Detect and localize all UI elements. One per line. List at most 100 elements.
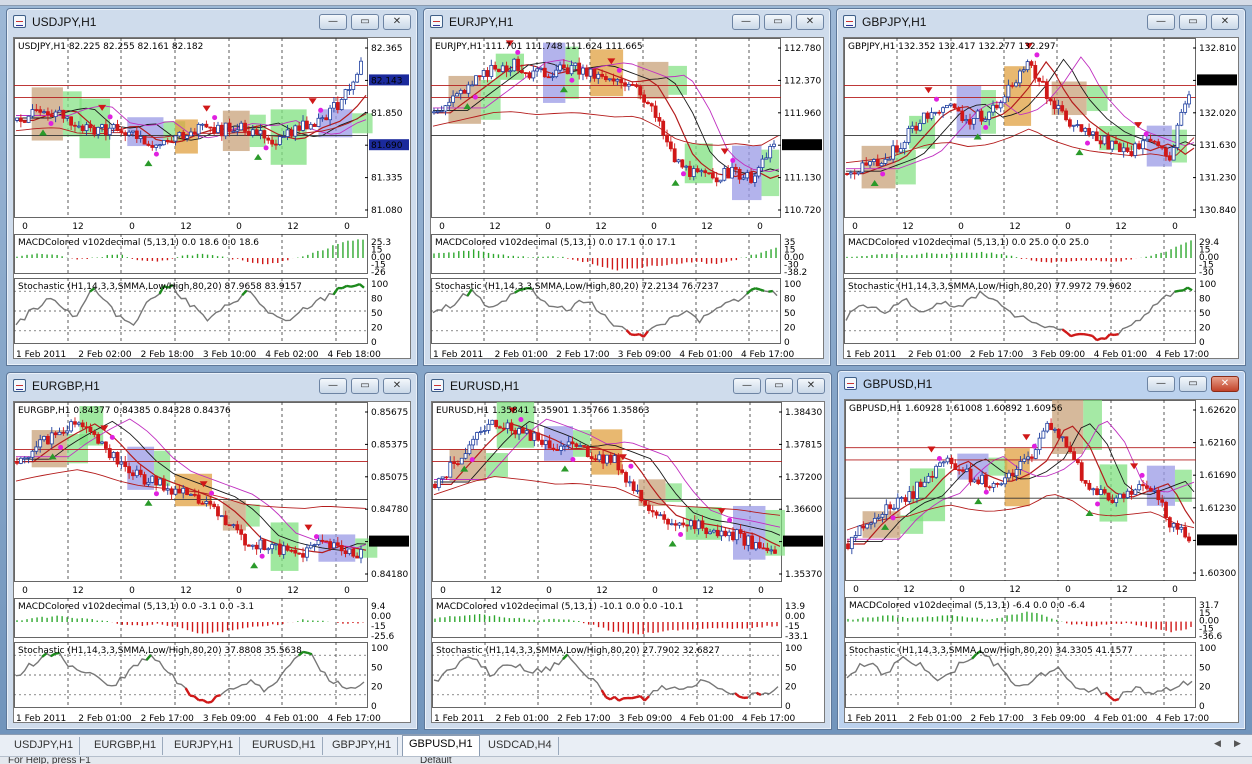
chart-canvas[interactable]: EURJPY,H1 111.701 111.748 111.624 111.66…	[431, 38, 825, 360]
candle-body	[458, 90, 463, 95]
candle-body	[1179, 526, 1184, 530]
candle-body	[1187, 94, 1191, 105]
stochastic-indicator-label: Stochastic (H1,14,3,3,SMMA,Low/High,80,2…	[436, 646, 720, 656]
tab-scroll-right-icon[interactable]: ▶	[1234, 739, 1241, 749]
chart-tab-gbpjpy-h1[interactable]: GBPJPY,H1	[326, 737, 399, 755]
candle-body	[123, 461, 128, 467]
candle-body	[520, 428, 525, 434]
candle-body	[285, 545, 290, 551]
candle-body	[871, 159, 876, 163]
candle-body	[505, 422, 510, 429]
close-button[interactable]: ✕	[383, 14, 411, 30]
chart-window-titlebar[interactable]: USDJPY,H1 — ▭ ✕	[7, 9, 417, 35]
candle-body	[154, 475, 159, 486]
close-button[interactable]: ✕	[383, 378, 411, 394]
stochastic-extreme-segment	[613, 695, 620, 702]
moving-average-line	[434, 423, 781, 547]
price-chart-area[interactable]: USDJPY,H1 82.225 82.255 82.161 82.182 82.…	[13, 37, 412, 360]
minimize-button[interactable]: —	[732, 14, 760, 30]
minimize-button[interactable]: —	[733, 378, 761, 394]
chart-tab-eurusd-h1[interactable]: EURUSD,H1	[246, 737, 323, 755]
minimize-button[interactable]: —	[319, 14, 347, 30]
chart-canvas[interactable]: EURUSD,H1 1.35841 1.35901 1.35766 1.3586…	[432, 402, 826, 724]
minimize-button[interactable]: —	[1147, 376, 1175, 392]
stochastic-extreme-segment	[1070, 333, 1076, 338]
chart-canvas[interactable]: EURGBP,H1 0.84377 0.84385 0.84328 0.8437…	[14, 402, 412, 724]
price-chart-area[interactable]: GBPUSD,H1 1.60928 1.61008 1.60892 1.6095…	[844, 399, 1240, 724]
stochastic-extreme-segment	[210, 695, 218, 703]
chart-window-usdjpy[interactable]: USDJPY,H1 — ▭ ✕ USDJPY,H1 82.225 82.255 82.1…	[6, 8, 418, 366]
candle-body	[30, 109, 35, 117]
candle-body	[216, 124, 220, 133]
sell-arrow-icon	[618, 454, 627, 461]
chart-tab-eurgbp-h1[interactable]: EURGBP,H1	[88, 737, 164, 755]
candle-body	[902, 142, 907, 149]
minimize-button[interactable]: —	[319, 378, 347, 394]
buy-arrow-icon	[463, 103, 472, 110]
maximize-button[interactable]: ▭	[1179, 376, 1207, 392]
candle-body	[914, 125, 919, 131]
candle-body	[1037, 77, 1042, 82]
signal-dot	[1034, 52, 1040, 58]
candle-body	[980, 474, 985, 484]
maximize-button[interactable]: ▭	[351, 14, 379, 30]
candle-body	[254, 544, 259, 550]
candle-body	[945, 457, 950, 463]
candle-body	[134, 130, 139, 139]
candle-body	[73, 124, 77, 127]
candle-body	[1064, 436, 1069, 448]
candle-body	[501, 427, 506, 430]
chart-window-eurgbp[interactable]: EURGBP,H1 — ▭ ✕ EURGBP,H1 0.84377 0.84385 0.…	[6, 372, 418, 730]
chart-tab-usdjpy-h1[interactable]: USDJPY,H1	[8, 737, 81, 755]
candle-body	[42, 436, 46, 441]
maximize-button[interactable]: ▭	[764, 14, 792, 30]
close-button[interactable]: ✕	[1211, 14, 1239, 30]
candle-body	[699, 170, 704, 173]
close-button[interactable]: ✕	[796, 14, 824, 30]
chart-canvas[interactable]: GBPUSD,H1 1.60928 1.61008 1.60892 1.6095…	[845, 400, 1240, 724]
chart-tab-gbpusd-h1[interactable]: GBPUSD,H1	[402, 735, 480, 756]
close-button[interactable]: ✕	[797, 378, 825, 394]
price-chart-area[interactable]: EURJPY,H1 111.701 111.748 111.624 111.66…	[430, 37, 825, 360]
chart-tab-eurjpy-h1[interactable]: EURJPY,H1	[168, 737, 241, 755]
chart-window-gbpusd[interactable]: GBPUSD,H1 — ▭ ✕ GBPUSD,H1 1.60928 1.61008 1.…	[837, 370, 1246, 730]
candle-body	[718, 179, 723, 183]
candle-body	[891, 145, 896, 160]
candle-body	[69, 116, 74, 126]
chart-tab-usdcad-h4[interactable]: USDCAD,H4	[482, 737, 559, 755]
chart-canvas[interactable]: GBPJPY,H1 132.352 132.417 132.277 132.29…	[844, 38, 1240, 360]
candle-body	[497, 68, 501, 72]
candle-body	[539, 67, 543, 70]
candle-body	[504, 65, 509, 72]
chart-window-eurjpy[interactable]: EURJPY,H1 — ▭ ✕ EURJPY,H1 111.701 111.748 11…	[423, 8, 831, 366]
candle-body	[1075, 459, 1080, 464]
chart-window-titlebar[interactable]: EURUSD,H1 — ▭ ✕	[425, 373, 831, 399]
chart-window-titlebar[interactable]: EURGBP,H1 — ▭ ✕	[7, 373, 417, 399]
chart-window-eurusd[interactable]: EURUSD,H1 — ▭ ✕ EURUSD,H1 1.35841 1.35901 1.…	[424, 372, 832, 730]
maximize-button[interactable]: ▭	[351, 378, 379, 394]
candle-body	[1144, 138, 1149, 142]
date-tick-label: 4 Feb 17:00	[1156, 714, 1210, 724]
candle-body	[250, 129, 255, 136]
chart-window-titlebar[interactable]: GBPUSD,H1 — ▭ ✕	[838, 371, 1245, 397]
candle-body	[1087, 482, 1092, 490]
price-chart-area[interactable]: EURGBP,H1 0.84377 0.84385 0.84328 0.8437…	[13, 401, 412, 724]
signal-dot	[212, 115, 218, 121]
candle-body	[119, 130, 124, 134]
minimize-button[interactable]: —	[1147, 14, 1175, 30]
close-button[interactable]: ✕	[1211, 376, 1239, 392]
price-chart-area[interactable]: EURUSD,H1 1.35841 1.35901 1.35766 1.3586…	[431, 401, 826, 724]
chart-window-titlebar[interactable]: EURJPY,H1 — ▭ ✕	[424, 9, 830, 35]
maximize-button[interactable]: ▭	[1179, 14, 1207, 30]
candle-body	[895, 145, 899, 153]
chart-canvas[interactable]: USDJPY,H1 82.225 82.255 82.161 82.182 82.…	[14, 38, 412, 360]
candle-body	[123, 132, 128, 136]
chart-window-gbpjpy[interactable]: GBPJPY,H1 — ▭ ✕ GBPJPY,H1 132.352 132.417 13…	[836, 8, 1246, 366]
chart-window-titlebar[interactable]: GBPJPY,H1 — ▭ ✕	[837, 9, 1245, 35]
tab-scroll-left-icon[interactable]: ◀	[1214, 739, 1221, 749]
price-chart-area[interactable]: GBPJPY,H1 132.352 132.417 132.277 132.29…	[843, 37, 1240, 360]
candle-body	[448, 461, 453, 478]
stochastic-extreme-segment	[189, 694, 195, 698]
candle-body	[1094, 131, 1099, 142]
maximize-button[interactable]: ▭	[765, 378, 793, 394]
